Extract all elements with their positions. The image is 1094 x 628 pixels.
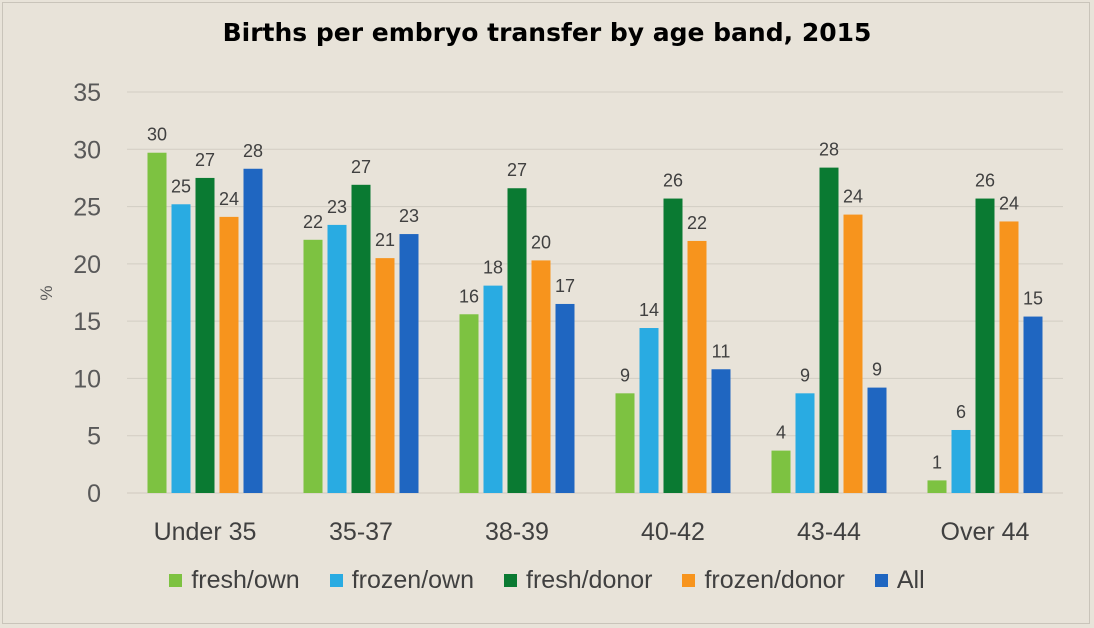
bar (147, 152, 167, 494)
data-label: 22 (303, 212, 323, 232)
bar (927, 480, 947, 493)
data-label: 24 (219, 189, 239, 209)
bar (507, 188, 527, 494)
bar (711, 369, 731, 493)
y-tick-label: 25 (73, 194, 101, 222)
y-axis-label: % (37, 285, 56, 300)
bar (687, 240, 707, 493)
x-tick-label: 43-44 (797, 518, 861, 546)
data-label: 18 (483, 258, 503, 278)
bar (975, 198, 995, 493)
chart-title: Births per embryo transfer by age band, … (222, 18, 872, 47)
legend-label: frozen/donor (704, 566, 845, 594)
y-tick-label: 35 (73, 79, 101, 107)
legend-item: frozen/own (329, 566, 475, 595)
y-tick-label: 20 (73, 251, 101, 279)
data-label: 24 (999, 193, 1019, 213)
data-label: 11 (712, 341, 731, 361)
legend-swatch (874, 574, 888, 587)
data-label: 9 (800, 365, 810, 385)
legend-item: All (874, 566, 925, 595)
y-tick-label: 30 (73, 136, 101, 164)
data-label: 20 (531, 232, 551, 252)
x-tick-label: 38-39 (485, 518, 549, 546)
data-label: 9 (620, 365, 630, 385)
bar (459, 314, 479, 493)
data-label: 28 (819, 140, 839, 160)
bar (867, 387, 887, 493)
legend-label: All (896, 566, 925, 594)
bar (615, 393, 635, 493)
data-label: 23 (327, 197, 347, 217)
data-label: 17 (555, 276, 575, 296)
bar (243, 168, 263, 493)
data-label: 14 (639, 300, 659, 320)
data-label: 28 (243, 141, 263, 161)
bar (999, 221, 1019, 494)
bar (843, 214, 863, 493)
data-label: 27 (507, 160, 527, 180)
data-label: 30 (147, 125, 167, 145)
bar (555, 303, 575, 493)
bar (219, 216, 239, 493)
bar (303, 239, 323, 493)
data-label: 26 (975, 171, 995, 191)
bar (171, 204, 191, 493)
bar (1023, 316, 1043, 493)
data-label: 6 (956, 402, 966, 422)
data-label: 4 (776, 423, 786, 443)
data-label: 16 (459, 286, 479, 306)
legend-swatch (329, 574, 343, 587)
data-label: 21 (375, 230, 395, 250)
y-tick-label: 15 (73, 308, 101, 336)
y-tick-label: 5 (87, 423, 101, 451)
legend-swatch (504, 574, 518, 587)
x-tick-label: Over 44 (941, 518, 1030, 546)
legend: fresh/own frozen/own fresh/donor frozen/don… (0, 566, 1094, 595)
x-tick-label: Under 35 (154, 518, 257, 546)
y-tick-label: 0 (87, 480, 101, 508)
bar (531, 260, 551, 493)
bar (399, 234, 419, 493)
legend-swatch (169, 574, 183, 587)
legend-item: frozen/donor (682, 566, 845, 595)
bar (327, 224, 347, 493)
x-tick-label: 40-42 (641, 518, 705, 546)
data-label: 25 (171, 176, 191, 196)
data-label: 22 (687, 213, 707, 233)
data-label: 27 (195, 150, 215, 170)
bar (375, 258, 395, 493)
legend-label: fresh/own (191, 566, 300, 594)
legend-item: fresh/donor (504, 566, 652, 595)
bar (819, 167, 839, 494)
legend-item: fresh/own (169, 566, 300, 595)
y-tick-label: 10 (73, 365, 101, 393)
bar (195, 177, 215, 493)
data-label: 1 (932, 452, 942, 472)
data-label: 27 (351, 157, 371, 177)
legend-label: frozen/own (351, 566, 475, 594)
bar (639, 328, 659, 493)
bar (771, 450, 791, 493)
data-label: 9 (872, 360, 882, 380)
bar (483, 285, 503, 493)
legend-label: fresh/donor (526, 566, 653, 594)
data-label: 26 (663, 171, 683, 191)
bar (795, 393, 815, 493)
bar (663, 198, 683, 493)
bar (951, 429, 971, 493)
x-tick-label: 35-37 (329, 518, 393, 546)
data-label: 15 (1023, 289, 1043, 309)
data-label: 24 (843, 187, 863, 207)
bar (351, 184, 371, 493)
data-label: 23 (399, 206, 419, 226)
legend-swatch (682, 574, 696, 587)
